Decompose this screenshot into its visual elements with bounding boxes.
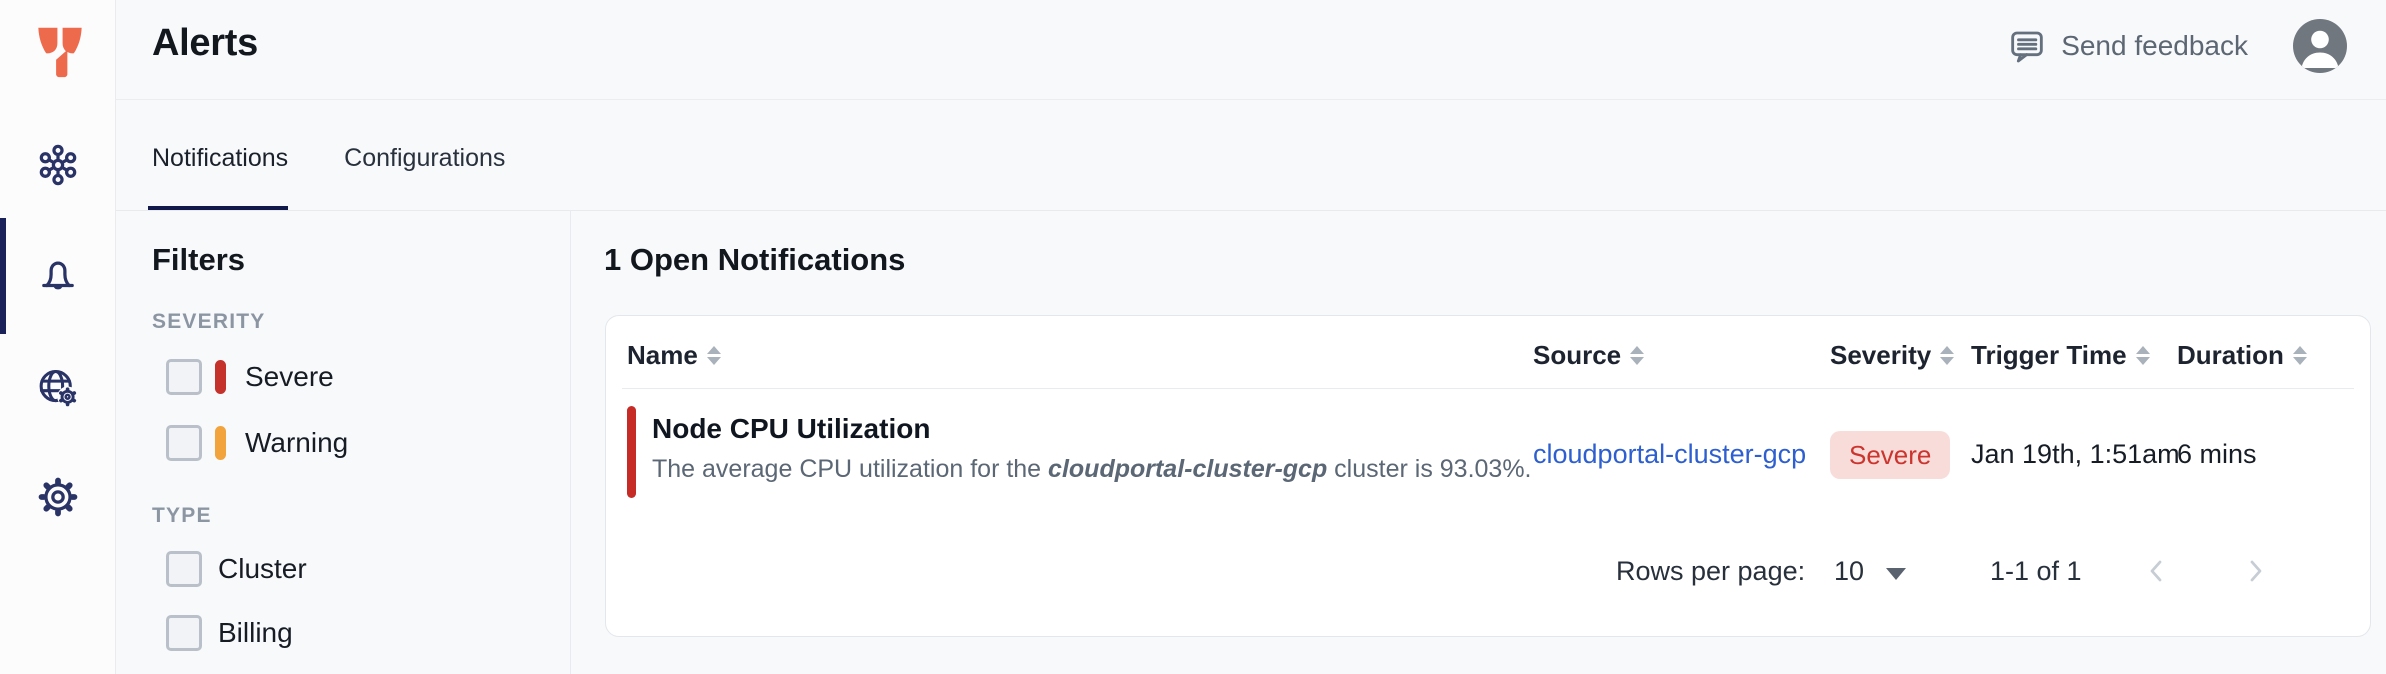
- duration-value: 6 mins: [2177, 439, 2257, 469]
- bell-icon: [42, 261, 74, 290]
- rows-per-page-value: 10: [1834, 556, 1865, 586]
- column-header-severity[interactable]: Severity: [1830, 338, 1955, 372]
- tab-bar: Notifications Configurations: [147, 143, 506, 211]
- severity-swatch-warning: [215, 426, 226, 460]
- filter-checkbox-billing[interactable]: [166, 615, 202, 651]
- tab-notifications[interactable]: Notifications: [147, 143, 289, 211]
- tab-configurations[interactable]: Configurations: [344, 144, 506, 172]
- alert-severity-accent-bar: [627, 406, 636, 498]
- filter-option-severe: Severe: [166, 358, 334, 396]
- tab-bar-border: [116, 210, 2386, 211]
- sort-icon: [706, 345, 721, 365]
- header-divider: [116, 99, 2386, 100]
- sidebar-item-clusters[interactable]: [34, 141, 82, 189]
- sort-icon: [2292, 345, 2307, 365]
- filters-title: Filters: [152, 242, 246, 277]
- column-header-name[interactable]: Name: [627, 338, 721, 372]
- gear-icon: [38, 477, 78, 517]
- chevron-right-icon: [2250, 560, 2262, 582]
- filter-checkbox-severe[interactable]: [166, 359, 202, 395]
- filter-option-cluster: Cluster: [166, 550, 307, 588]
- send-feedback-button[interactable]: Send feedback: [2007, 26, 2248, 66]
- table-header-divider: [622, 388, 2354, 389]
- filter-group-label-type: TYPE: [152, 504, 212, 527]
- severity-swatch-severe: [215, 360, 226, 394]
- send-feedback-label: Send feedback: [2061, 30, 2248, 61]
- prev-page-button[interactable]: [2140, 554, 2174, 588]
- source-link[interactable]: cloudportal-cluster-gcp: [1533, 439, 1807, 469]
- user-avatar-icon[interactable]: [2292, 18, 2348, 74]
- rows-per-page-select[interactable]: 10: [1834, 556, 1907, 587]
- column-header-trigger-time[interactable]: Trigger Time: [1971, 338, 2150, 372]
- column-header-source[interactable]: Source: [1533, 338, 1645, 372]
- sidebar-item-global-settings[interactable]: [34, 364, 82, 412]
- page-title: Alerts: [152, 22, 258, 64]
- next-page-button[interactable]: [2238, 554, 2272, 588]
- page-range-label: 1-1 of 1: [1990, 556, 2082, 586]
- filter-checkbox-warning[interactable]: [166, 425, 202, 461]
- notifications-table: Name Source Severity Trigger Time Durati…: [605, 315, 2371, 637]
- sidebar-active-indicator: [0, 218, 6, 334]
- brand-logo-icon[interactable]: [34, 24, 86, 80]
- globe-gear-icon: [39, 369, 78, 408]
- hub-network-icon: [39, 144, 77, 186]
- filter-option-warning: Warning: [166, 424, 348, 462]
- filter-label-warning: Warning: [245, 427, 349, 458]
- sort-icon: [1630, 345, 1645, 365]
- column-header-duration[interactable]: Duration: [2177, 338, 2307, 372]
- rows-per-page-label: Rows per page:: [1616, 556, 1806, 586]
- filter-group-label-severity: SEVERITY: [152, 310, 266, 333]
- open-notifications-heading: 1 Open Notifications: [604, 242, 906, 277]
- feedback-bubble-icon: [2011, 31, 2043, 63]
- filter-label-cluster: Cluster: [218, 553, 307, 584]
- sidebar-item-settings[interactable]: [34, 473, 82, 521]
- sidebar: [0, 0, 116, 674]
- alert-description: The average CPU utilization for the clou…: [652, 455, 1532, 483]
- alert-name: Node CPU Utilization: [652, 413, 931, 444]
- sort-icon: [1940, 345, 1955, 365]
- dropdown-arrow-icon: [1886, 567, 1907, 580]
- filter-option-billing: Billing: [166, 614, 293, 652]
- chevron-left-icon: [2150, 560, 2162, 582]
- severity-badge: Severe: [1830, 431, 1951, 479]
- trigger-time-value: Jan 19th, 1:51am: [1971, 439, 2180, 469]
- sidebar-item-alerts[interactable]: [34, 250, 82, 298]
- filter-label-billing: Billing: [218, 617, 293, 648]
- filter-label-severe: Severe: [245, 361, 334, 392]
- filter-checkbox-cluster[interactable]: [166, 551, 202, 587]
- sort-icon: [2135, 345, 2150, 365]
- filters-panel-divider: [570, 211, 571, 674]
